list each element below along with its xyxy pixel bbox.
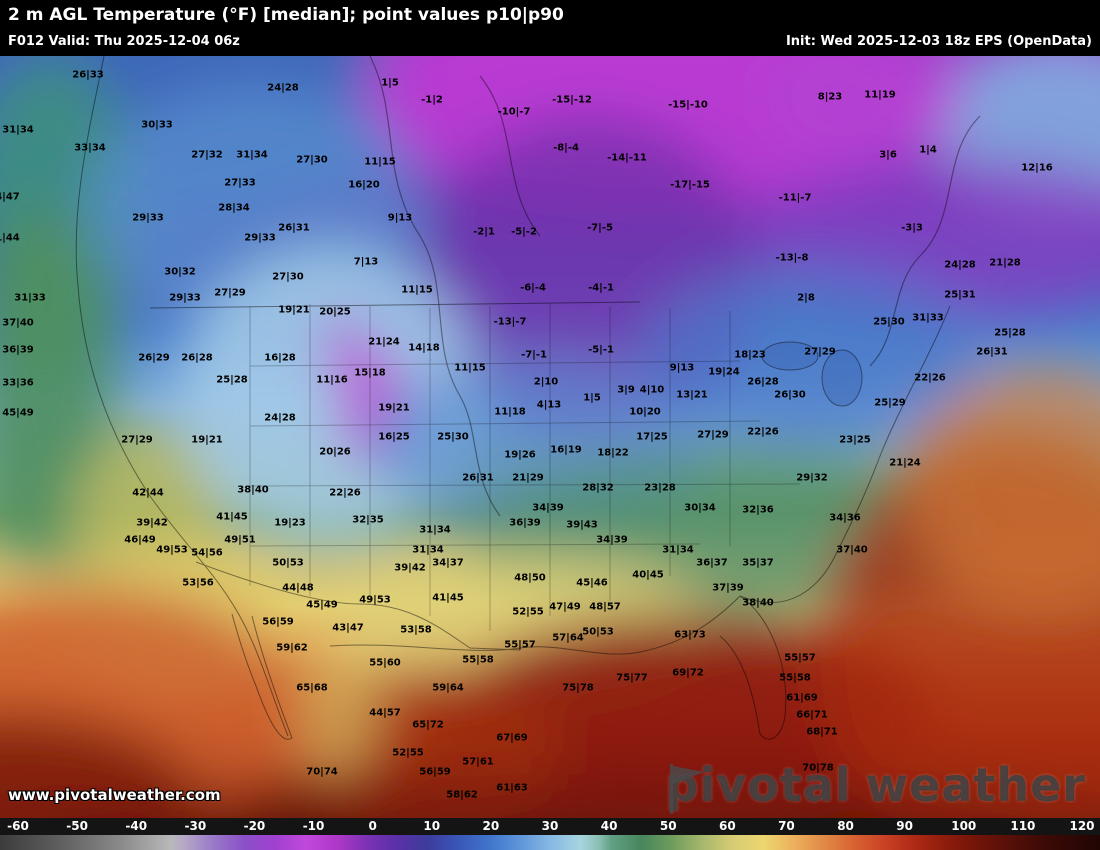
init-time: Init: Wed 2025-12-03 18z EPS (OpenData)	[785, 34, 1092, 49]
sub-header-bar: F012 Valid: Thu 2025-12-04 06z Init: Wed…	[0, 30, 1100, 56]
temperature-map[interactable]: 26|33 24|28 1|5 -1|2 -10|-7 -15|-12 -15|-10 8|2…	[0, 56, 1100, 818]
colorbar-tick: 50	[659, 819, 677, 833]
title-bar: 2 m AGL Temperature (°F) [median]; point…	[0, 0, 1100, 30]
temperature-field-svg	[0, 56, 1100, 818]
temperature-contours	[369, 56, 981, 517]
map-borders	[75, 56, 951, 740]
colorbar-tick: 0	[368, 819, 377, 833]
colorbar-tick: 30	[541, 819, 559, 833]
pivotal-weather-flag-icon	[669, 764, 704, 814]
colorbar-tick: -20	[243, 819, 266, 833]
colorbar-tick: 90	[896, 819, 914, 833]
colorbar-tick: -50	[66, 819, 88, 833]
colorbar-ticks: -60 -50 -40 -30 -20 -10 0 10 20 30 40 50 60 70 80 90 100…	[0, 818, 1100, 835]
colorbar: -60 -50 -40 -30 -20 -10 0 10 20 30 40 50 60 70 80 90 100…	[0, 818, 1100, 850]
colorbar-tick: 110	[1010, 819, 1036, 833]
colorbar-tick: -10	[302, 819, 325, 833]
colorbar-gradient	[0, 835, 1100, 850]
logo-word-weather: weather	[865, 758, 1086, 812]
colorbar-tick: 70	[778, 819, 795, 833]
brand-logo: pivotal weather	[665, 758, 1086, 814]
valid-time: F012 Valid: Thu 2025-12-04 06z	[8, 34, 240, 49]
colorbar-tick: 60	[718, 819, 736, 833]
logo-word-pivotal: pivotal	[665, 758, 852, 812]
colorbar-tick: -40	[125, 819, 148, 833]
map-title: 2 m AGL Temperature (°F) [median]; point…	[8, 5, 564, 25]
colorbar-tick: 40	[600, 819, 618, 833]
colorbar-tick: 100	[951, 819, 977, 833]
colorbar-tick: -30	[184, 819, 207, 833]
colorbar-tick: -60	[7, 819, 29, 833]
colorbar-tick: 120	[1069, 819, 1095, 833]
colorbar-tick: 10	[423, 819, 441, 833]
colorbar-tick: 80	[837, 819, 854, 833]
colorbar-tick: 20	[482, 819, 500, 833]
watermark: www.pivotalweather.com	[8, 786, 221, 804]
